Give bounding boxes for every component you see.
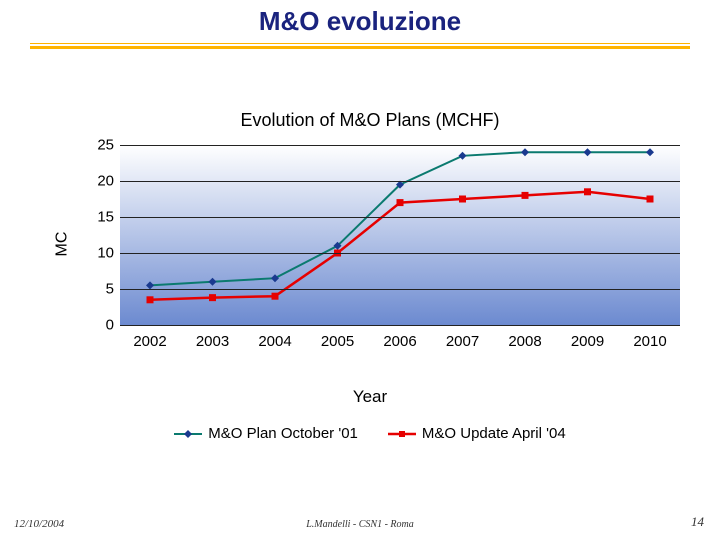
x-tick-label: 2003 [196, 333, 229, 350]
series-marker [459, 152, 467, 160]
y-tick-label: 25 [80, 137, 114, 154]
series-line [150, 152, 650, 285]
series-marker [397, 199, 404, 206]
legend-item: M&O Update April '04 [388, 425, 566, 442]
footer-page-number: 14 [691, 514, 704, 530]
y-tick-label: 20 [80, 173, 114, 190]
gridline [120, 289, 680, 290]
series-line [150, 192, 650, 300]
legend-swatch-icon [388, 428, 416, 440]
legend-swatch-icon [174, 428, 202, 440]
slide-title: M&O evoluzione [0, 0, 720, 37]
series-marker [647, 196, 654, 203]
series-marker [584, 148, 592, 156]
series-marker [584, 188, 591, 195]
y-tick-label: 0 [80, 317, 114, 334]
y-tick-label: 10 [80, 245, 114, 262]
series-marker [147, 296, 154, 303]
series-marker [646, 148, 654, 156]
chart-lines [120, 145, 680, 325]
gridline [120, 325, 680, 326]
x-tick-label: 2004 [258, 333, 291, 350]
series-marker [209, 294, 216, 301]
gridline [120, 217, 680, 218]
legend-label: M&O Plan October '01 [208, 425, 358, 442]
series-marker [522, 192, 529, 199]
series-marker [271, 274, 279, 282]
title-rule [30, 43, 690, 49]
series-marker [521, 148, 529, 156]
plot-area: MC 0510152025200220032004200520062007200… [80, 145, 680, 345]
gridline [120, 181, 680, 182]
legend-item: M&O Plan October '01 [174, 425, 358, 442]
y-tick-label: 15 [80, 209, 114, 226]
x-tick-label: 2002 [133, 333, 166, 350]
x-tick-label: 2005 [321, 333, 354, 350]
x-tick-label: 2010 [633, 333, 666, 350]
y-tick-label: 5 [80, 281, 114, 298]
chart: Evolution of M&O Plans (MCHF) MC 0510152… [60, 110, 680, 440]
legend: M&O Plan October '01 M&O Update April '04 [60, 425, 680, 442]
x-tick-label: 2006 [383, 333, 416, 350]
series-marker [272, 293, 279, 300]
y-axis-label: MC [53, 232, 71, 257]
gridline [120, 253, 680, 254]
x-axis-label: Year [60, 387, 680, 407]
x-tick-label: 2009 [571, 333, 604, 350]
legend-label: M&O Update April '04 [422, 425, 566, 442]
x-tick-label: 2008 [508, 333, 541, 350]
chart-title: Evolution of M&O Plans (MCHF) [60, 110, 680, 131]
gridline [120, 145, 680, 146]
x-tick-label: 2007 [446, 333, 479, 350]
footer-author: L.Mandelli - CSN1 - Roma [306, 519, 414, 530]
series-marker [209, 278, 217, 286]
series-marker [459, 196, 466, 203]
footer-date: 12/10/2004 [14, 518, 64, 530]
